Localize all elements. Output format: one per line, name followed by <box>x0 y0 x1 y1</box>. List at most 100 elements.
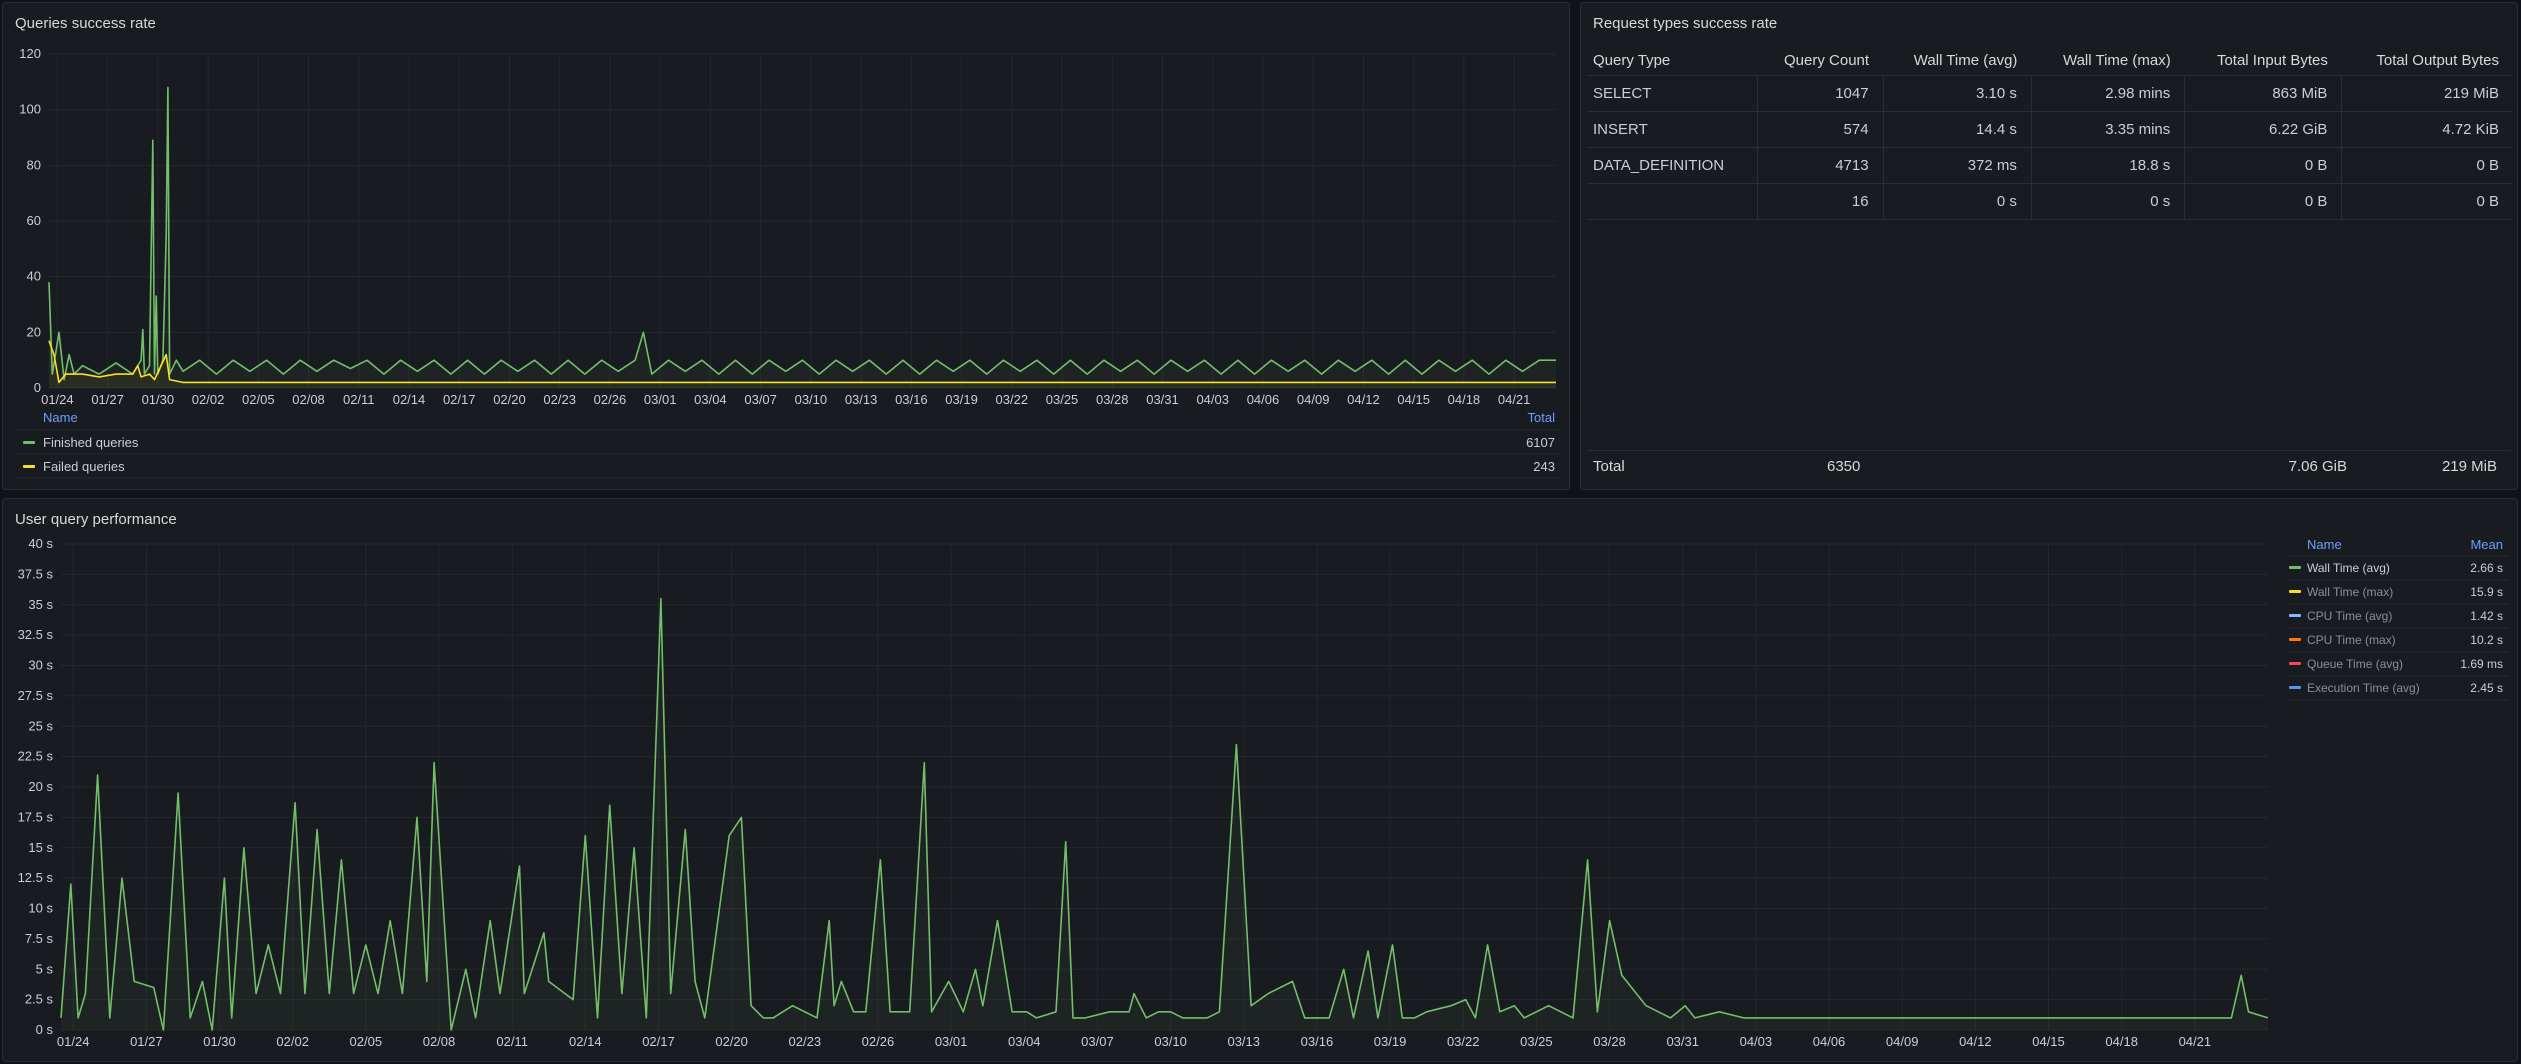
y-tick-label: 12.5 s <box>18 870 54 885</box>
table-row[interactable]: DATA_DEFINITION 4713 372 ms 18.8 s 0 B 0… <box>1587 147 2513 184</box>
col-wall-time-max[interactable]: Wall Time (max) <box>2031 45 2185 76</box>
legend-item-label: Execution Time (avg) <box>2307 681 2420 695</box>
cell-wall-avg: 0 s <box>1883 183 2032 220</box>
x-tick-label: 04/18 <box>1448 392 1481 407</box>
col-wall-time-avg[interactable]: Wall Time (avg) <box>1883 45 2032 76</box>
legend-name-header[interactable]: Name <box>43 410 78 425</box>
y-tick-label: 100 <box>19 102 41 117</box>
user-query-performance-panel: User query performance 0 s 2.5 s 5 s 7.5 s 1… <box>2 498 2518 1062</box>
x-tick-label: 03/19 <box>1374 1034 1407 1049</box>
x-tick-label: 03/10 <box>795 392 828 407</box>
cell-query-count: 16 <box>1757 183 1884 220</box>
footer-total-count: 6350 <box>1827 458 1861 475</box>
legend-item-execution-time-avg[interactable]: Execution Time (avg) 2.45 s <box>2289 681 2503 695</box>
legend-mean-header[interactable]: Mean <box>2470 537 2503 552</box>
x-tick-label: 03/25 <box>1046 392 1079 407</box>
x-tick-label: 03/04 <box>1008 1034 1041 1049</box>
y-tick-label: 27.5 s <box>18 688 54 703</box>
col-query-count[interactable]: Query Count <box>1757 45 1884 76</box>
y-tick-label: 15 s <box>28 840 53 855</box>
series-area <box>49 340 1556 388</box>
user-query-performance-chart[interactable]: 0 s 2.5 s 5 s 7.5 s 10 s 12.5 s 15 s 17.5 s 20 s… <box>3 499 2273 1063</box>
cell-input-bytes: 0 B <box>2184 183 2343 220</box>
cell-query-count: 574 <box>1757 111 1884 148</box>
y-tick-label: 17.5 s <box>18 809 54 824</box>
series-line[interactable] <box>60 597 2269 1031</box>
x-tick-label: 03/16 <box>895 392 928 407</box>
table-row[interactable]: 16 0 s 0 s 0 B 0 B <box>1587 183 2513 220</box>
queries-success-legend: Total Name Finished queries 6107 Failed … <box>15 410 1559 479</box>
legend-item-cpu-time-max[interactable]: CPU Time (max) 10.2 s <box>2289 633 2503 647</box>
y-tick-label: 22.5 s <box>18 749 54 764</box>
y-tick-label: 120 <box>19 46 41 61</box>
cell-query-count: 4713 <box>1757 147 1884 184</box>
legend-item-finished-queries[interactable]: Finished queries 6107 <box>23 435 1555 450</box>
table-header-row: Query Type Query Count Wall Time (avg) W… <box>1587 45 2513 76</box>
footer-total-output: 219 MiB <box>2441 458 2497 475</box>
legend-item-queue-time-avg[interactable]: Queue Time (avg) 1.69 ms <box>2289 657 2503 671</box>
legend-item-mean: 15.9 s <box>2470 585 2503 599</box>
cell-wall-max: 2.98 mins <box>2031 75 2186 112</box>
cell-query-type <box>1587 183 1758 220</box>
wall-time-avg-swatch <box>2289 566 2301 569</box>
x-tick-label: 03/28 <box>1593 1034 1626 1049</box>
legend-item-failed-queries[interactable]: Failed queries 243 <box>23 459 1555 474</box>
x-tick-label: 01/27 <box>130 1034 163 1049</box>
legend-total-header[interactable]: Total <box>1528 410 1556 425</box>
col-total-output-bytes[interactable]: Total Output Bytes <box>2341 45 2513 76</box>
legend-item-total: 6107 <box>1526 435 1555 450</box>
col-total-input-bytes[interactable]: Total Input Bytes <box>2184 45 2342 76</box>
request-types-panel: Request types success rate Query Type Qu… <box>1580 2 2518 490</box>
queries-success-chart[interactable]: 0 20 40 60 80 100 120 01/24 01/27 01/30 02/02 02/05… <box>3 3 1571 491</box>
x-tick-label: 02/14 <box>569 1034 602 1049</box>
x-tick-label: 02/05 <box>350 1034 383 1049</box>
y-tick-label: 20 s <box>28 779 53 794</box>
y-tick-label: 0 s <box>36 1022 54 1037</box>
x-tick-label: 04/03 <box>1196 392 1229 407</box>
col-query-type[interactable]: Query Type <box>1587 45 1757 76</box>
legend-item-mean: 1.69 ms <box>2460 657 2503 671</box>
cell-wall-avg: 3.10 s <box>1883 75 2032 112</box>
x-tick-label: 03/10 <box>1154 1034 1187 1049</box>
x-tick-label: 02/05 <box>242 392 275 407</box>
x-tick-label: 04/21 <box>2179 1034 2212 1049</box>
y-tick-label: 40 s <box>28 536 53 551</box>
legend-item-label: Failed queries <box>43 459 125 474</box>
legend-name-header[interactable]: Name <box>2307 537 2342 552</box>
y-tick-label: 40 <box>27 269 41 284</box>
legend-item-label: Queue Time (avg) <box>2307 657 2403 671</box>
panel-title[interactable]: Queries success rate <box>15 15 156 32</box>
y-tick-label: 7.5 s <box>25 931 54 946</box>
user-query-performance-legend: Name Mean Wall Time (avg) 2.66 s Wall Ti… <box>2287 537 2509 701</box>
x-tick-label: 03/13 <box>845 392 878 407</box>
series-line[interactable] <box>48 86 1556 381</box>
footer-total-input: 7.06 GiB <box>2288 458 2347 475</box>
x-tick-label: 03/04 <box>694 392 727 407</box>
series-line[interactable] <box>48 340 1556 384</box>
y-tick-label: 60 <box>27 213 41 228</box>
panel-title[interactable]: User query performance <box>15 511 177 528</box>
legend-item-wall-time-avg[interactable]: Wall Time (avg) 2.66 s <box>2289 561 2503 575</box>
series-area <box>49 87 1556 389</box>
table-row[interactable]: SELECT 1047 3.10 s 2.98 mins 863 MiB 219… <box>1587 75 2513 112</box>
cell-input-bytes: 0 B <box>2184 147 2343 184</box>
table-row[interactable]: INSERT 574 14.4 s 3.35 mins 6.22 GiB 4.7… <box>1587 111 2513 148</box>
x-tick-label: 03/16 <box>1301 1034 1334 1049</box>
x-tick-label: 01/24 <box>41 392 74 407</box>
legend-item-label: Wall Time (max) <box>2307 585 2393 599</box>
x-tick-label: 02/02 <box>192 392 225 407</box>
legend-item-total: 243 <box>1533 459 1555 474</box>
legend-item-mean: 1.42 s <box>2470 609 2503 623</box>
execution-time-avg-swatch <box>2289 686 2301 689</box>
x-tick-label: 04/09 <box>1297 392 1330 407</box>
panel-title[interactable]: Request types success rate <box>1593 15 1778 32</box>
x-tick-label: 03/28 <box>1096 392 1129 407</box>
x-tick-label: 01/27 <box>91 392 124 407</box>
x-tick-label: 02/26 <box>594 392 627 407</box>
legend-item-cpu-time-avg[interactable]: CPU Time (avg) 1.42 s <box>2289 609 2503 623</box>
x-tick-label: 02/11 <box>496 1034 528 1049</box>
cell-wall-avg: 14.4 s <box>1883 111 2032 148</box>
legend-item-wall-time-max[interactable]: Wall Time (max) 15.9 s <box>2289 585 2503 599</box>
queries-success-panel: Queries success rate 0 20 40 60 80 100 120 01/2… <box>2 2 1570 490</box>
x-tick-label: 04/06 <box>1813 1034 1846 1049</box>
